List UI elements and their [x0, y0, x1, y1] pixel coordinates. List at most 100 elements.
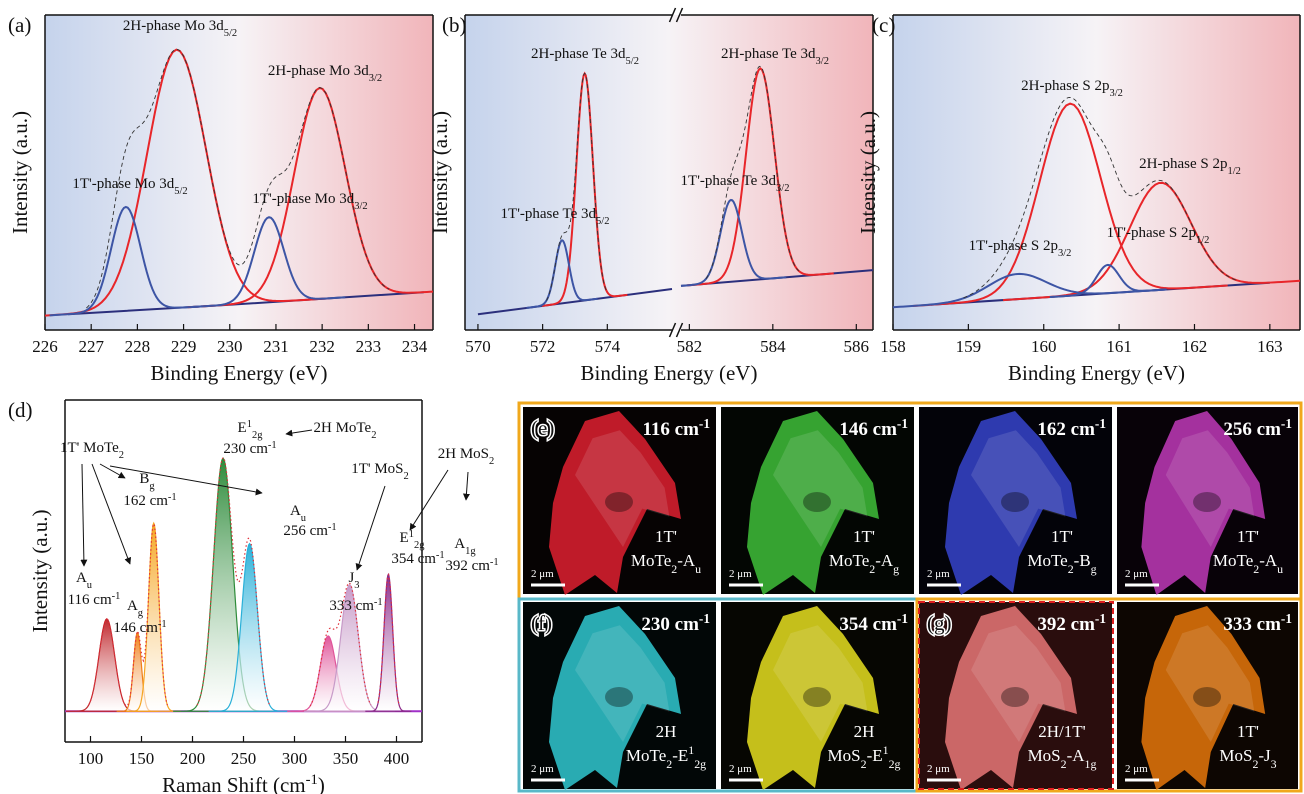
subscript: 3/2	[1058, 248, 1071, 259]
map-caption: 2H/1T'	[1038, 722, 1085, 741]
subscript: 3/2	[369, 73, 382, 84]
annotation: 116 cm-1	[68, 591, 121, 609]
x-tick-label: 160	[1031, 337, 1057, 356]
page: 226227228229230231232233234Binding Energ…	[0, 0, 1304, 794]
x-tick-label: 250	[231, 749, 257, 768]
text-part: 2H MoS	[438, 446, 489, 462]
text-part: -B	[1074, 551, 1091, 570]
text-part: 2H-phase S 2p	[1139, 156, 1227, 172]
scale-label: 2 μm	[729, 763, 752, 775]
annotation: Au	[290, 503, 307, 524]
superscript: -1	[897, 416, 908, 431]
text-part: -E	[867, 746, 883, 765]
text-part: A	[76, 570, 87, 586]
text-part: )	[318, 773, 325, 794]
subscript: u	[1277, 562, 1283, 576]
superscript: 1	[247, 419, 252, 430]
arrow	[82, 464, 84, 566]
subscript: g	[893, 562, 899, 576]
subscript: 2	[489, 456, 494, 467]
text-part: -A	[1067, 746, 1086, 765]
text-part: 230 cm	[223, 441, 268, 457]
subscript: 5/2	[626, 56, 639, 67]
x-tick-label: 231	[263, 337, 289, 356]
scale-label: 2 μm	[1125, 763, 1148, 775]
superscript: -1	[1281, 416, 1292, 431]
text-part: 2H	[656, 722, 677, 741]
subscript: 1g	[1085, 757, 1097, 771]
subscript: 1g	[465, 546, 476, 557]
superscript: -1	[897, 611, 908, 626]
panel-label: (g)	[927, 611, 952, 635]
superscript: -1	[1095, 611, 1106, 626]
text-part: 2H-phase Mo 3d	[123, 18, 224, 34]
text-part: -A	[1259, 551, 1278, 570]
y-axis-label: Intensity (a.u.)	[856, 111, 880, 234]
text-part: 2H/1T'	[1038, 722, 1085, 741]
x-tick-label: 100	[78, 749, 104, 768]
text-part: -J	[1258, 746, 1271, 765]
x-tick-label: 200	[180, 749, 206, 768]
text-part: 333 cm	[1223, 614, 1281, 635]
superscript: -1	[1095, 416, 1106, 431]
superscript: 1	[883, 743, 889, 757]
arrow	[466, 472, 468, 500]
y-axis-label: Intensity (a.u.)	[8, 111, 32, 234]
panel-label: (b)	[442, 13, 467, 37]
text-part: 1T'-phase S 2p	[1107, 225, 1196, 241]
y-axis-label: Intensity (a.u.)	[428, 111, 452, 234]
subscript: 2	[371, 430, 376, 441]
text-part: 354 cm	[391, 551, 436, 567]
subscript: 2	[119, 450, 124, 461]
subscript: 2g	[252, 430, 263, 441]
x-tick-label: 161	[1106, 337, 1132, 356]
map-hole	[803, 687, 831, 707]
text-part: 1T'	[853, 527, 875, 546]
text-part: B	[139, 471, 149, 487]
scale-label: 2 μm	[927, 568, 950, 580]
text-part: 1T' MoTe	[60, 440, 119, 456]
text-part: 354 cm	[839, 614, 897, 635]
subscript: g	[149, 481, 155, 492]
arrow	[410, 470, 448, 530]
text-part: 2H-phase Te 3d	[531, 46, 626, 62]
subscript: 3/2	[776, 183, 789, 194]
text-part: 1T'	[655, 527, 677, 546]
subscript: 5/2	[224, 28, 237, 39]
x-tick-label: 232	[309, 337, 335, 356]
annotation: 256 cm-1	[283, 522, 336, 540]
subscript: 2g	[694, 757, 706, 771]
text-part: Raman Shift (cm	[162, 773, 305, 794]
text-part: MoTe	[631, 551, 671, 570]
text-part: E	[400, 530, 409, 546]
superscript: -1	[436, 550, 445, 561]
annotation: E12g	[238, 419, 264, 441]
x-tick-label: 570	[465, 337, 491, 356]
x-tick-label: 233	[356, 337, 382, 356]
subscript: 2	[404, 471, 409, 482]
x-tick-label: 163	[1257, 337, 1283, 356]
annotation: 392 cm-1	[445, 557, 498, 575]
annotation: 2H MoTe2	[314, 420, 377, 441]
text-part: A	[127, 598, 138, 614]
scale-label: 2 μm	[531, 568, 554, 580]
text-part: -E	[672, 746, 688, 765]
superscript: -1	[268, 440, 277, 451]
text-part: MoTe	[626, 746, 666, 765]
text-part: 1T'	[1051, 527, 1073, 546]
subscript: u	[301, 513, 307, 524]
text-part: 1T'	[1237, 722, 1259, 741]
subscript: 2g	[889, 757, 901, 771]
text-part: 333 cm	[329, 598, 374, 614]
map-caption: 1T'	[1237, 527, 1259, 546]
x-tick-label: 400	[384, 749, 410, 768]
annotation: 1T' MoS2	[351, 461, 409, 482]
text-part: 1T'-phase Te 3d	[501, 206, 597, 222]
superscript: 1	[688, 743, 694, 757]
text-part: 256 cm	[1223, 419, 1281, 440]
x-tick-label: 229	[171, 337, 197, 356]
superscript: -1	[699, 416, 710, 431]
panel-label: (c)	[872, 13, 895, 37]
scale-label: 2 μm	[531, 763, 554, 775]
annotation: 162 cm-1	[123, 492, 176, 510]
